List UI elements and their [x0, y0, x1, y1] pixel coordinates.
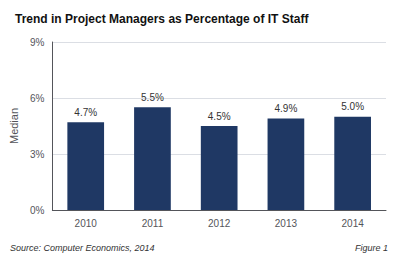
svg-text:3%: 3% — [30, 149, 45, 160]
svg-text:Median: Median — [8, 108, 20, 144]
svg-text:Source: Computer Economics, 20: Source: Computer Economics, 2014 — [10, 243, 155, 253]
svg-text:2013: 2013 — [275, 218, 298, 229]
svg-text:9%: 9% — [30, 37, 45, 48]
svg-text:5.0%: 5.0% — [341, 101, 364, 112]
svg-text:2012: 2012 — [208, 218, 231, 229]
svg-text:4.9%: 4.9% — [275, 103, 298, 114]
svg-text:4.7%: 4.7% — [74, 107, 97, 118]
svg-text:4.5%: 4.5% — [208, 111, 231, 122]
svg-text:2011: 2011 — [142, 218, 164, 229]
svg-text:Trend in Project Managers as P: Trend in Project Managers as Percentage … — [15, 12, 309, 26]
svg-text:2010: 2010 — [75, 218, 98, 229]
svg-text:0%: 0% — [30, 205, 45, 216]
svg-text:Figure 1: Figure 1 — [355, 243, 388, 253]
svg-text:6%: 6% — [30, 93, 45, 104]
svg-text:5.5%: 5.5% — [141, 92, 164, 103]
svg-text:2014: 2014 — [342, 218, 365, 229]
